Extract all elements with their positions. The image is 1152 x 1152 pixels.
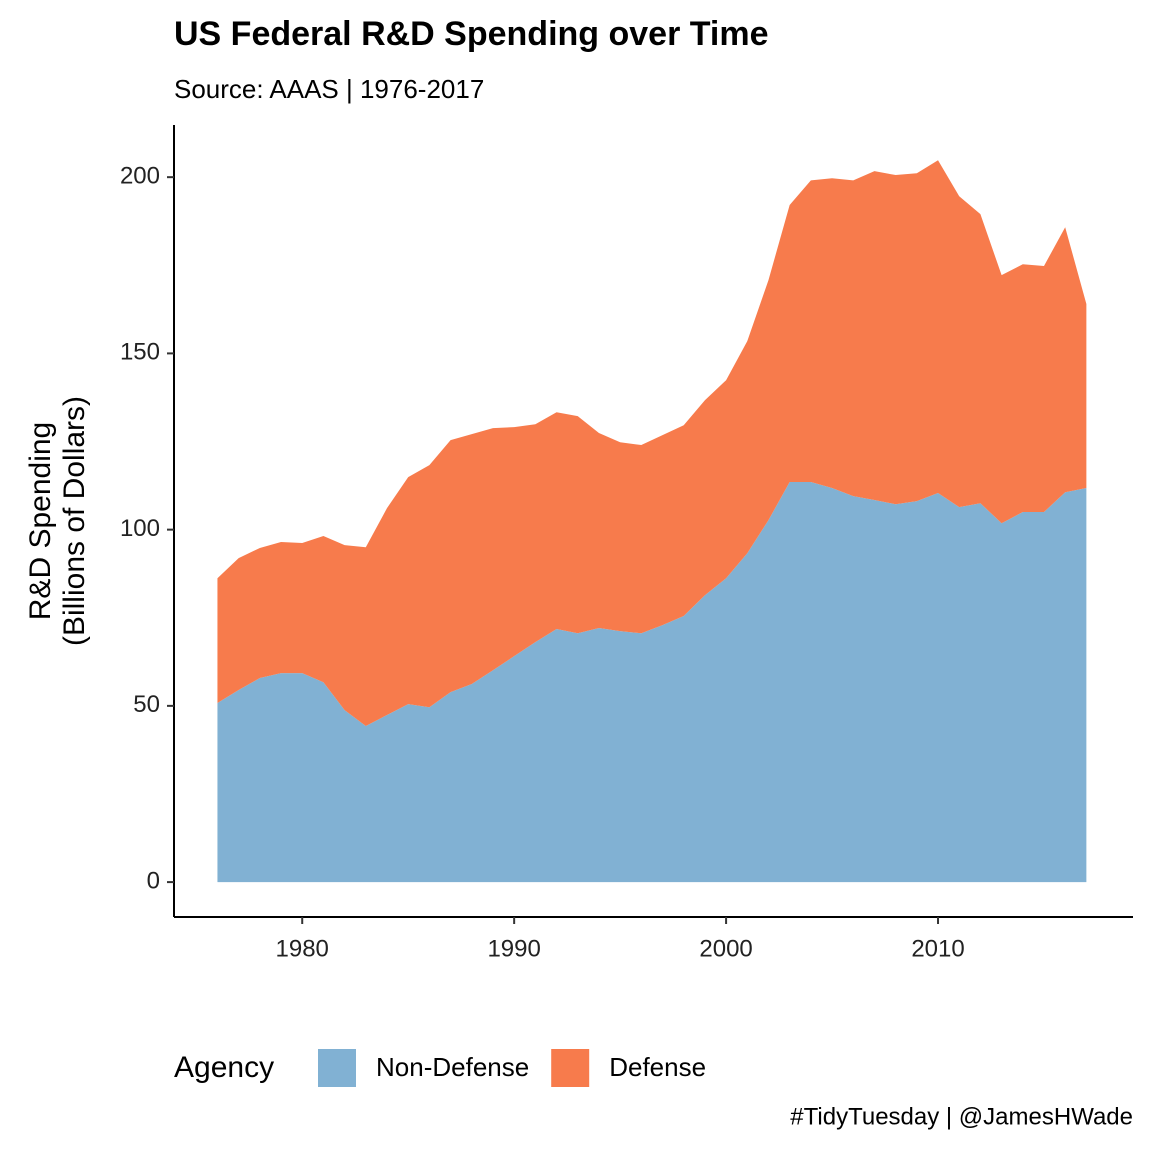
x-tick-label: 2010 xyxy=(911,935,964,962)
legend-swatch xyxy=(318,1049,356,1087)
y-tick-label: 50 xyxy=(133,691,160,718)
caption: #TidyTuesday | @JamesHWade xyxy=(790,1103,1133,1130)
legend-label: Defense xyxy=(609,1052,706,1082)
area xyxy=(217,482,1087,883)
chart-subtitle: Source: AAAS | 1976-2017 xyxy=(174,74,484,104)
y-tick-label: 200 xyxy=(120,163,160,190)
legend-title: Agency xyxy=(174,1051,274,1084)
x-tick-label: 1990 xyxy=(487,935,540,962)
chart-title: US Federal R&D Spending over Time xyxy=(174,15,769,53)
y-axis-label: R&D Spending xyxy=(24,422,57,620)
y-tick-label: 150 xyxy=(120,339,160,366)
y-axis-label: (Billions of Dollars) xyxy=(58,396,91,646)
x-tick-label: 1980 xyxy=(276,935,329,962)
legend-label: Non-Defense xyxy=(376,1052,529,1082)
y-tick-label: 100 xyxy=(120,515,160,542)
legend-swatch xyxy=(551,1049,590,1087)
y-tick-label: 0 xyxy=(147,867,160,894)
area xyxy=(217,160,1087,726)
x-tick-label: 2000 xyxy=(699,935,752,962)
